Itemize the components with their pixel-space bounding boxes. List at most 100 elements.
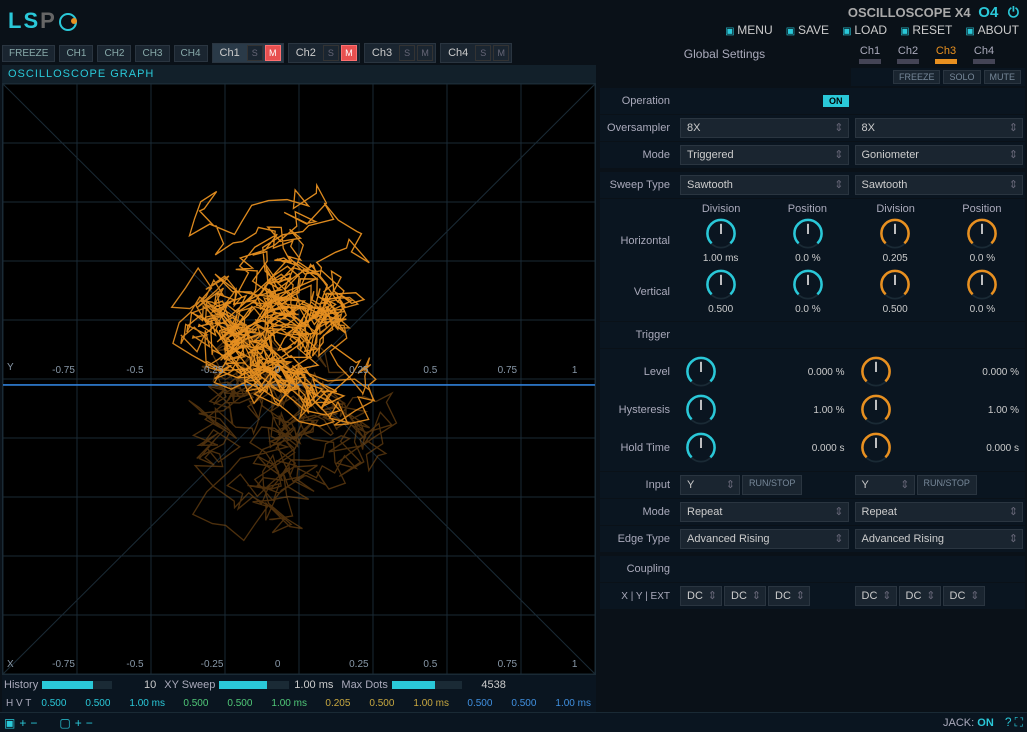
coupling-ext-dropdown-a[interactable]: DC <box>768 586 810 606</box>
horiz-division-knob-a[interactable] <box>704 217 738 251</box>
power-icon[interactable]: ⏻ <box>1008 4 1019 20</box>
mute-led[interactable]: M <box>341 45 357 61</box>
oversampler-dropdown-b[interactable]: 8X <box>855 118 1024 138</box>
channel-group-ch1[interactable]: Ch1SM <box>212 43 284 63</box>
footer-plus-icon-2[interactable]: + <box>75 716 82 730</box>
footer-minus-icon-2[interactable]: − <box>86 716 93 730</box>
channel-group-ch3[interactable]: Ch3SM <box>364 43 436 63</box>
coupling-y-dropdown-a[interactable]: DC <box>724 586 766 606</box>
input-dropdown-b[interactable]: Y <box>855 475 915 495</box>
mute-led[interactable]: M <box>265 45 281 61</box>
channel-group-ch2[interactable]: Ch2SM <box>288 43 360 63</box>
channel-tab-ch2[interactable]: Ch2 <box>891 43 925 66</box>
hysteresis-knob-a[interactable] <box>684 393 718 427</box>
solo-led[interactable]: S <box>247 45 263 61</box>
hysteresis-knob-b[interactable] <box>859 393 893 427</box>
footer-expand-icon[interactable]: ⛶ <box>1015 715 1023 729</box>
holdtime-knob-a[interactable] <box>684 431 718 465</box>
triggermode-dropdown-a[interactable]: Repeat <box>680 502 849 522</box>
horiz-division-knob-b[interactable] <box>878 217 912 251</box>
menu-button[interactable]: MENU <box>725 23 773 37</box>
holdtime-value-b: 0.000 s <box>899 443 1020 454</box>
horiz-position-knob-a[interactable] <box>791 217 825 251</box>
holdtime-label: Hold Time <box>600 442 678 454</box>
xysweep-value: 1.00 ms <box>293 679 333 691</box>
vertical-label: Vertical <box>600 286 678 298</box>
mute-button[interactable]: MUTE <box>984 70 1022 84</box>
position-header: Position <box>764 203 850 215</box>
coupling-y-dropdown-b[interactable]: DC <box>899 586 941 606</box>
channel-tab-ch4[interactable]: Ch4 <box>967 43 1001 66</box>
level-value-b: 0.000 % <box>899 367 1020 378</box>
sweeptype-dropdown-a[interactable]: Sawtooth <box>680 175 849 195</box>
horiz-position-value-a: 0.0 % <box>795 253 821 264</box>
footer-icon-2[interactable]: ▢ <box>59 716 70 730</box>
freeze-button-right[interactable]: FREEZE <box>893 70 941 84</box>
channel-button-ch1[interactable]: CH1 <box>59 45 93 62</box>
oversampler-label: Oversampler <box>600 122 678 134</box>
maxdots-label: Max Dots <box>341 679 387 691</box>
mode-dropdown-b[interactable]: Goniometer <box>855 145 1024 165</box>
sweeptype-dropdown-b[interactable]: Sawtooth <box>855 175 1024 195</box>
channel-button-ch4[interactable]: CH4 <box>174 45 208 62</box>
footer-plus-icon[interactable]: + <box>19 716 26 730</box>
coupling-x-dropdown-a[interactable]: DC <box>680 586 722 606</box>
x-tick: 1 <box>572 659 578 670</box>
level-knob-a[interactable] <box>684 355 718 389</box>
triggermode-dropdown-b[interactable]: Repeat <box>855 502 1024 522</box>
input-dropdown-a[interactable]: Y <box>680 475 740 495</box>
xysweep-slider[interactable] <box>219 681 289 689</box>
x-tick: -0.75 <box>52 659 75 670</box>
coupling-label: Coupling <box>600 563 678 575</box>
vert-position-knob-b[interactable] <box>965 268 999 302</box>
hvt-label: H V T <box>6 698 31 709</box>
channel-button-ch2[interactable]: CH2 <box>97 45 131 62</box>
vert-division-knob-a[interactable] <box>704 268 738 302</box>
edgetype-dropdown-b[interactable]: Advanced Rising <box>855 529 1024 549</box>
x-tick: -0.5 <box>126 365 143 376</box>
runstop-button-a[interactable]: RUN/STOP <box>742 475 802 495</box>
x-tick: -0.25 <box>201 659 224 670</box>
x-tick: 0.5 <box>423 365 437 376</box>
operation-on-badge[interactable]: ON <box>823 95 849 107</box>
reset-button[interactable]: RESET <box>900 23 952 37</box>
coupling-x-dropdown-b[interactable]: DC <box>855 586 897 606</box>
coupling-xy-label: X | Y | EXT <box>600 591 678 602</box>
level-knob-b[interactable] <box>859 355 893 389</box>
mute-led[interactable]: M <box>417 45 433 61</box>
vert-position-knob-a[interactable] <box>791 268 825 302</box>
solo-button[interactable]: SOLO <box>943 70 980 84</box>
mode-label: Mode <box>600 149 678 161</box>
footer-icon-1[interactable]: ▣ <box>4 716 15 730</box>
footer-help-icon[interactable]: ? <box>1005 715 1012 729</box>
triggermode-label: Mode <box>600 506 678 518</box>
runstop-button-b[interactable]: RUN/STOP <box>917 475 977 495</box>
x-tick: 0.75 <box>498 659 517 670</box>
oscilloscope-graph[interactable]: -0.75-0.5-0.2500.250.50.751 -0.75-0.5-0.… <box>2 83 596 675</box>
solo-led[interactable]: S <box>475 45 491 61</box>
about-button[interactable]: ABOUT <box>965 23 1019 37</box>
edgetype-dropdown-a[interactable]: Advanced Rising <box>680 529 849 549</box>
channel-tab-ch3[interactable]: Ch3 <box>929 43 963 66</box>
mute-led[interactable]: M <box>493 45 509 61</box>
history-slider[interactable] <box>42 681 112 689</box>
channel-button-ch3[interactable]: CH3 <box>135 45 169 62</box>
mode-dropdown-a[interactable]: Triggered <box>680 145 849 165</box>
input-label: Input <box>600 479 678 491</box>
freeze-button[interactable]: FREEZE <box>2 45 55 62</box>
solo-led[interactable]: S <box>323 45 339 61</box>
horiz-division-value-a: 1.00 ms <box>703 253 739 264</box>
vert-division-knob-b[interactable] <box>878 268 912 302</box>
footer-minus-icon[interactable]: − <box>30 716 37 730</box>
holdtime-knob-b[interactable] <box>859 431 893 465</box>
coupling-ext-dropdown-b[interactable]: DC <box>943 586 985 606</box>
horiz-position-value-b: 0.0 % <box>970 253 996 264</box>
oversampler-dropdown-a[interactable]: 8X <box>680 118 849 138</box>
save-button[interactable]: SAVE <box>786 23 829 37</box>
maxdots-slider[interactable] <box>392 681 462 689</box>
load-button[interactable]: LOAD <box>842 23 887 37</box>
channel-tab-ch1[interactable]: Ch1 <box>853 43 887 66</box>
channel-group-ch4[interactable]: Ch4SM <box>440 43 512 63</box>
solo-led[interactable]: S <box>399 45 415 61</box>
horiz-position-knob-b[interactable] <box>965 217 999 251</box>
